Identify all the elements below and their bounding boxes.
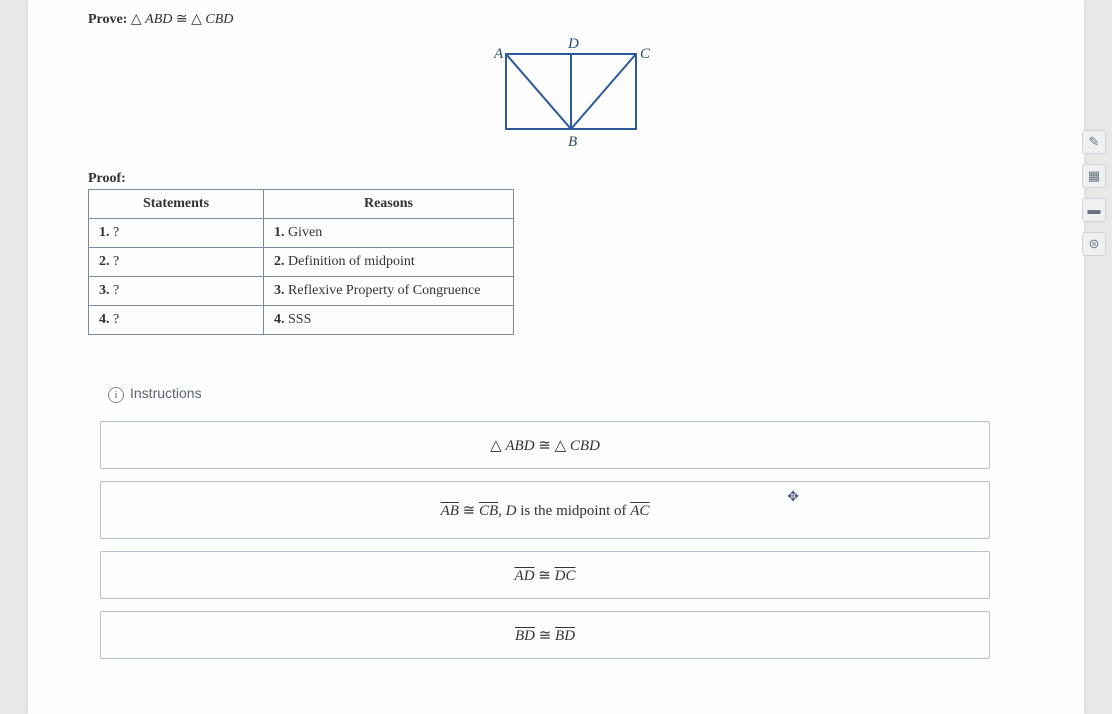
geometry-figure: A D C B [88, 34, 1054, 159]
answer-tile-2[interactable]: ✥ AB ≅ CB, D is the midpoint of AC [100, 481, 990, 539]
instructions-link[interactable]: i Instructions [108, 385, 1054, 403]
figure-svg: A D C B [486, 34, 656, 154]
answer-tile-3[interactable]: AD ≅ DC [100, 551, 990, 599]
table-row: 2. ? 2. Definition of midpoint [89, 248, 514, 277]
table-row: 3. ? 3. Reflexive Property of Congruence [89, 277, 514, 306]
triangle-glyph: △ [131, 10, 142, 26]
congruent-glyph: ≅ [176, 10, 188, 26]
instructions-label: Instructions [130, 385, 202, 401]
table-row: 4. ? 4. SSS [89, 306, 514, 335]
prove-left: ABD [145, 12, 172, 27]
answer-tile-1[interactable]: △ ABD ≅ △ CBD [100, 421, 990, 469]
side-toolbar: ✎ ▦ ▬ ⊜ [1080, 130, 1108, 256]
tool-grid-icon[interactable]: ▦ [1082, 164, 1106, 188]
info-icon: i [108, 387, 124, 403]
header-statements: Statements [89, 190, 264, 219]
worksheet-page: Prove: △ ABD ≅ △ CBD A D C B Proof: Stat… [28, 0, 1084, 714]
table-row: 1. ? 1. Given [89, 219, 514, 248]
label-B: B [568, 134, 577, 150]
proof-table: Statements Reasons 1. ? 1. Given 2. ? 2.… [88, 189, 514, 335]
label-C: C [640, 46, 651, 62]
answer-area: △ ABD ≅ △ CBD ✥ AB ≅ CB, D is the midpoi… [100, 421, 990, 659]
tool-coin-icon[interactable]: ⊜ [1082, 232, 1106, 256]
prove-label: Prove: [88, 12, 127, 27]
label-D: D [567, 36, 579, 52]
triangle-glyph: △ [191, 10, 202, 26]
header-reasons: Reasons [264, 190, 514, 219]
table-header-row: Statements Reasons [89, 190, 514, 219]
prove-line: Prove: △ ABD ≅ △ CBD [88, 10, 1054, 28]
answer-tile-4[interactable]: BD ≅ BD [100, 611, 990, 659]
prove-right: CBD [205, 12, 233, 27]
proof-label: Proof: [88, 171, 1054, 187]
move-icon: ✥ [787, 488, 799, 505]
tool-pencil-icon[interactable]: ✎ [1082, 130, 1106, 154]
tool-highlight-icon[interactable]: ▬ [1082, 198, 1106, 222]
label-A: A [493, 46, 504, 62]
